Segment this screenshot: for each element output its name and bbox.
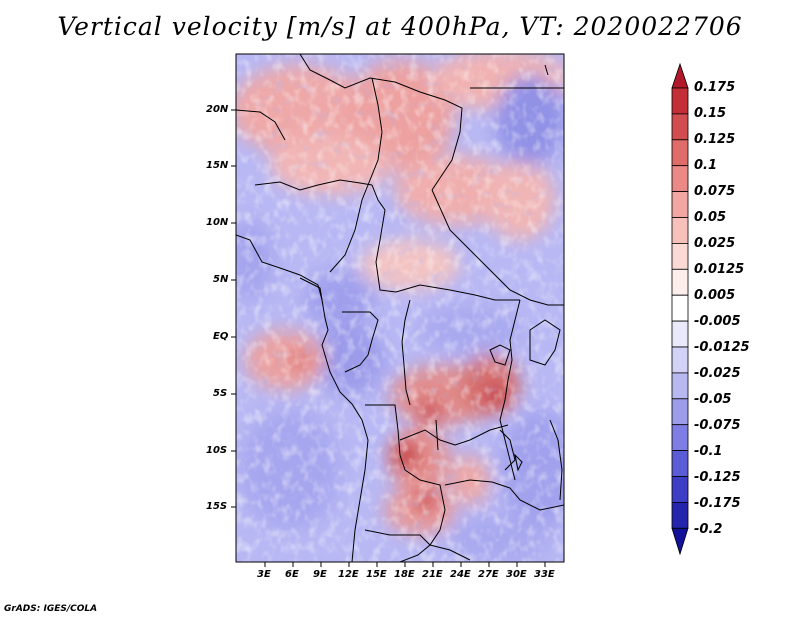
colorbar-segment [671,424,689,452]
lon-label: 6E [285,569,299,580]
lat-label: 5N [213,274,229,285]
lon-label: 24E [450,569,471,580]
lat-label: 5S [213,388,228,399]
colorbar-segment [671,268,689,296]
boundaries [236,54,564,562]
colorbar-label: 0.0125 [694,262,745,277]
colorbar-label: -0.175 [694,496,741,511]
colorbar-segment [671,139,689,167]
colorbar-bottom-arrow [671,527,689,556]
colorbar-label: 0.175 [694,80,736,95]
colorbar-label: 0.125 [694,132,736,147]
colorbar [671,62,689,556]
colorbar-segment [671,113,689,141]
velocity-field [236,54,564,562]
colorbar-label: -0.005 [694,314,741,329]
colorbar-segment [671,450,689,477]
lat-label: 20N [206,104,229,115]
lat-label: 15N [206,160,229,171]
colorbar-label: 0.075 [694,184,736,199]
colorbar-segment [671,372,689,400]
colorbar-label: 0.05 [694,210,727,225]
colorbar-segment [671,294,689,322]
colorbar-segment [671,242,689,270]
credit-text: GrADS: IGES/COLA [4,604,98,614]
colorbar-segment [671,476,689,503]
colorbar-segment [671,320,689,348]
colorbar-label: -0.075 [694,418,741,433]
colorbar-label: 0.1 [694,158,718,173]
colorbar-label: -0.05 [694,392,732,407]
colorbar-segment [671,217,689,244]
lat-label: 10S [206,445,228,456]
colorbar-top-arrow [671,62,689,89]
lat-label: 10N [206,217,229,228]
colorbar-label: 0.005 [694,288,736,303]
lon-label: 12E [338,569,359,580]
colorbar-segment [671,346,689,374]
colorbar-label: 0.025 [694,236,736,251]
lon-label: 21E [422,569,443,580]
colorbar-segment [671,398,689,426]
colorbar-label: -0.2 [694,522,723,537]
colorbar-segment [671,191,689,218]
lon-label: 9E [313,569,327,580]
colorbar-label: -0.0125 [694,340,750,355]
axis-ticks [231,109,546,567]
colorbar-label: -0.125 [694,470,741,485]
lon-label: 27E [478,569,499,580]
plot-frame [235,53,565,563]
lon-label: 18E [394,569,415,580]
lon-label: 15E [366,569,387,580]
colorbar-segment [671,87,689,115]
lat-label: 15S [206,501,228,512]
lon-label: 30E [506,569,527,580]
colorbar-label: 0.15 [694,106,727,121]
lon-label: 33E [534,569,555,580]
colorbar-label: -0.025 [694,366,741,381]
chart-title: Vertical velocity [m/s] at 400hPa, VT: 2… [57,12,743,41]
lon-label: 3E [257,569,271,580]
lat-label: EQ [213,331,229,342]
colorbar-segment [671,501,689,529]
colorbar-segment [671,165,689,192]
colorbar-label: -0.1 [694,444,723,459]
